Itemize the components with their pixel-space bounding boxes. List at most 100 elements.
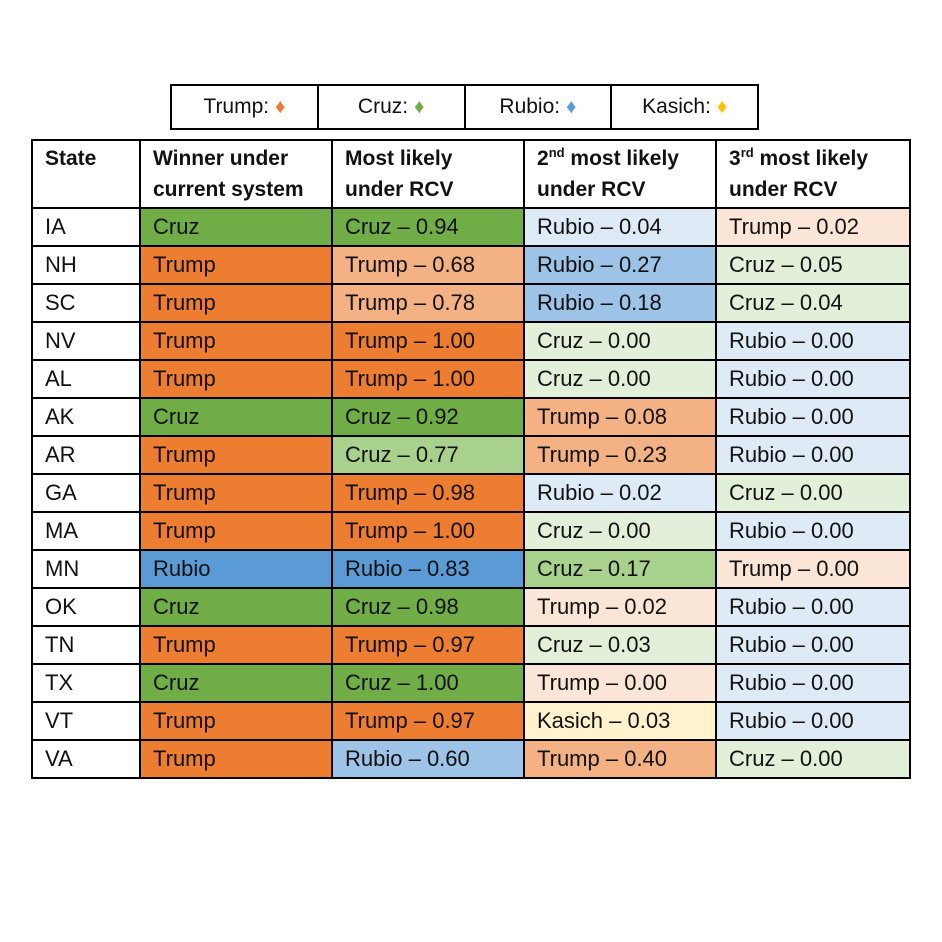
state-cell: AR — [31, 435, 141, 475]
results-table: State Winner under current system Most l… — [31, 139, 911, 779]
second-choice-cell: Cruz – 0.00 — [523, 511, 717, 551]
first-choice-cell: Rubio – 0.83 — [331, 549, 525, 589]
header-third-sup: rd — [740, 145, 754, 160]
second-choice-cell: Trump – 0.40 — [523, 739, 717, 779]
first-choice-cell: Trump – 1.00 — [331, 321, 525, 361]
third-choice-cell: Trump – 0.02 — [715, 207, 911, 247]
legend-item-rubio: Rubio: ♦ — [466, 86, 613, 128]
table-row: GA Trump Trump – 0.98 Rubio – 0.02 Cruz – 0.… — [31, 473, 911, 513]
legend-label: Cruz: — [357, 95, 409, 118]
second-choice-cell: Trump – 0.00 — [523, 663, 717, 703]
table-row: AR Trump Cruz – 0.77 Trump – 0.23 Rubio – 0.… — [31, 435, 911, 475]
winner-cell: Cruz — [139, 663, 333, 703]
winner-cell: Cruz — [139, 587, 333, 627]
header-row: State Winner under current system Most l… — [31, 139, 911, 209]
second-choice-cell: Cruz – 0.00 — [523, 321, 717, 361]
state-cell: OK — [31, 587, 141, 627]
third-choice-cell: Rubio – 0.00 — [715, 511, 911, 551]
header-second-num: 2 — [537, 147, 549, 170]
second-choice-cell: Rubio – 0.27 — [523, 245, 717, 285]
third-choice-cell: Rubio – 0.00 — [715, 397, 911, 437]
diamond-icon: ♦ — [716, 95, 728, 118]
first-choice-cell: Cruz – 1.00 — [331, 663, 525, 703]
third-choice-cell: Trump – 0.00 — [715, 549, 911, 589]
header-first: Most likely under RCV — [331, 139, 525, 209]
table-body: IA Cruz Cruz – 0.94 Rubio – 0.04 Trump – 0.0… — [31, 207, 911, 779]
table-row: NH Trump Trump – 0.68 Rubio – 0.27 Cruz – 0.… — [31, 245, 911, 285]
state-cell: AK — [31, 397, 141, 437]
first-choice-cell: Trump – 0.98 — [331, 473, 525, 513]
third-choice-cell: Rubio – 0.00 — [715, 701, 911, 741]
third-choice-cell: Rubio – 0.00 — [715, 625, 911, 665]
legend-item-cruz: Cruz: ♦ — [319, 86, 466, 128]
diamond-icon: ♦ — [566, 95, 577, 118]
table-row: VT Trump Trump – 0.97 Kasich – 0.03 Rubio – … — [31, 701, 911, 741]
second-choice-cell: Rubio – 0.04 — [523, 207, 717, 247]
third-choice-cell: Cruz – 0.05 — [715, 245, 911, 285]
header-state: State — [31, 139, 141, 209]
second-choice-cell: Cruz – 0.03 — [523, 625, 717, 665]
state-cell: TX — [31, 663, 141, 703]
state-cell: TN — [31, 625, 141, 665]
winner-cell: Trump — [139, 625, 333, 665]
first-choice-cell: Trump – 0.68 — [331, 245, 525, 285]
second-choice-cell: Cruz – 0.00 — [523, 359, 717, 399]
winner-cell: Trump — [139, 739, 333, 779]
state-cell: IA — [31, 207, 141, 247]
second-choice-cell: Rubio – 0.02 — [523, 473, 717, 513]
legend-label: Rubio: — [499, 95, 561, 118]
third-choice-cell: Rubio – 0.00 — [715, 663, 911, 703]
header-third-num: 3 — [729, 147, 741, 170]
table-row: TN Trump Trump – 0.97 Cruz – 0.03 Rubio – 0.… — [31, 625, 911, 665]
table-row: TX Cruz Cruz – 1.00 Trump – 0.00 Rubio – 0.0… — [31, 663, 911, 703]
header-third-rest: most likely under RCV — [729, 147, 869, 201]
winner-cell: Rubio — [139, 549, 333, 589]
legend-item-trump: Trump: ♦ — [172, 86, 319, 128]
third-choice-cell: Rubio – 0.00 — [715, 435, 911, 475]
first-choice-cell: Trump – 1.00 — [331, 511, 525, 551]
winner-cell: Trump — [139, 283, 333, 323]
state-cell: MA — [31, 511, 141, 551]
legend-item-kasich: Kasich: ♦ — [612, 86, 757, 128]
header-second-sup: nd — [548, 145, 565, 160]
diamond-icon: ♦ — [414, 95, 425, 118]
winner-cell: Trump — [139, 473, 333, 513]
legend-label: Kasich: — [642, 95, 711, 118]
third-choice-cell: Cruz – 0.00 — [715, 473, 911, 513]
third-choice-cell: Rubio – 0.00 — [715, 587, 911, 627]
state-cell: AL — [31, 359, 141, 399]
legend-label: Trump: — [203, 95, 270, 118]
table-row: IA Cruz Cruz – 0.94 Rubio – 0.04 Trump – 0.0… — [31, 207, 911, 247]
first-choice-cell: Cruz – 0.98 — [331, 587, 525, 627]
state-cell: VT — [31, 701, 141, 741]
first-choice-cell: Trump – 1.00 — [331, 359, 525, 399]
state-cell: MN — [31, 549, 141, 589]
first-choice-cell: Trump – 0.97 — [331, 701, 525, 741]
table-row: AL Trump Trump – 1.00 Cruz – 0.00 Rubio – 0.… — [31, 359, 911, 399]
second-choice-cell: Kasich – 0.03 — [523, 701, 717, 741]
header-second-rest: most likely under RCV — [537, 147, 679, 201]
table-row: MA Trump Trump – 1.00 Cruz – 0.00 Rubio – 0.… — [31, 511, 911, 551]
header-winner: Winner under current system — [139, 139, 333, 209]
table-row: VA Trump Rubio – 0.60 Trump – 0.40 Cruz – 0.… — [31, 739, 911, 779]
winner-cell: Trump — [139, 435, 333, 475]
third-choice-cell: Rubio – 0.00 — [715, 359, 911, 399]
winner-cell: Trump — [139, 701, 333, 741]
table-row: SC Trump Trump – 0.78 Rubio – 0.18 Cruz – 0.… — [31, 283, 911, 323]
state-cell: NV — [31, 321, 141, 361]
first-choice-cell: Rubio – 0.60 — [331, 739, 525, 779]
first-choice-cell: Cruz – 0.92 — [331, 397, 525, 437]
second-choice-cell: Cruz – 0.17 — [523, 549, 717, 589]
legend: Trump: ♦ Cruz: ♦ Rubio: ♦ Kasich: ♦ — [170, 84, 759, 130]
first-choice-cell: Trump – 0.97 — [331, 625, 525, 665]
table-row: MN Rubio Rubio – 0.83 Cruz – 0.17 Trump – 0.… — [31, 549, 911, 589]
diamond-icon: ♦ — [275, 95, 286, 118]
third-choice-cell: Cruz – 0.00 — [715, 739, 911, 779]
state-cell: SC — [31, 283, 141, 323]
state-cell: GA — [31, 473, 141, 513]
state-cell: VA — [31, 739, 141, 779]
header-second: 2nd most likely under RCV — [523, 139, 717, 209]
second-choice-cell: Trump – 0.08 — [523, 397, 717, 437]
second-choice-cell: Rubio – 0.18 — [523, 283, 717, 323]
state-cell: NH — [31, 245, 141, 285]
